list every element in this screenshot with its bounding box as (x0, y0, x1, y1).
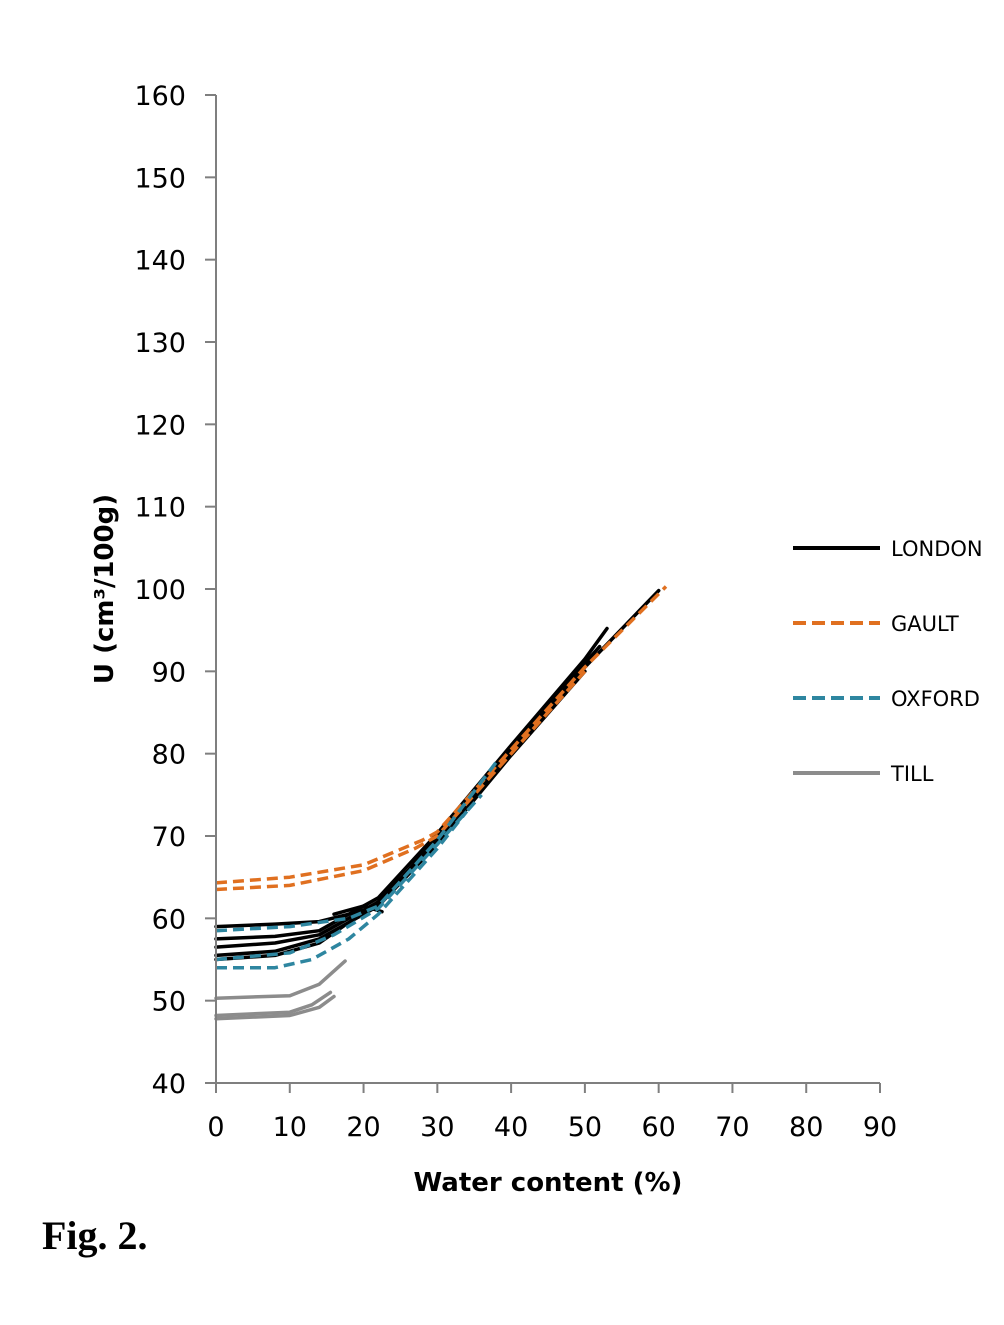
legend-label-till: TILL (890, 762, 934, 786)
series-line-oxford (215, 760, 498, 933)
x-tick-label: 0 (207, 1112, 224, 1143)
y-tick-label: 50 (152, 987, 186, 1018)
series-line-oxford (216, 810, 469, 970)
x-tick-label: 90 (863, 1112, 897, 1143)
series-line-london (214, 681, 572, 962)
x-tick-label: 20 (346, 1112, 380, 1143)
x-tick-label: 60 (641, 1112, 675, 1143)
y-tick-label: 150 (134, 163, 186, 194)
y-tick-label: 90 (152, 657, 186, 688)
series-oxford (215, 760, 498, 970)
figure-caption: Fig. 2. (42, 1213, 148, 1258)
y-tick-label: 130 (134, 328, 186, 359)
y-tick-label: 160 (134, 81, 186, 112)
series-till (214, 959, 347, 1021)
series-line-gault (215, 670, 587, 892)
x-tick-label: 30 (420, 1112, 454, 1143)
legend-label-oxford: OXFORD (891, 687, 980, 711)
series-gault (215, 585, 668, 892)
series-layer (214, 585, 668, 1021)
series-line-till (214, 994, 336, 1021)
legend-label-london: LONDON (891, 537, 983, 561)
series-london (214, 588, 661, 962)
series-line-london (214, 626, 609, 929)
x-tick-label: 10 (273, 1112, 307, 1143)
x-tick-label: 80 (789, 1112, 823, 1143)
series-line-london (214, 644, 602, 941)
x-axis-title: Water content (%) (414, 1168, 683, 1198)
y-tick-label: 60 (152, 904, 186, 935)
y-tick-label: 100 (134, 575, 186, 606)
legend: LONDON GAULT OXFORD TILL (793, 537, 983, 786)
y-tick-label: 120 (134, 410, 186, 441)
legend-label-gault: GAULT (891, 612, 959, 636)
x-tick-label: 70 (715, 1112, 749, 1143)
y-axis-ticks: 40 50 60 70 80 90 100 110 120 130 140 150 160 (134, 81, 216, 1100)
y-tick-label: 140 (134, 246, 186, 277)
series-line-gault (215, 585, 668, 885)
x-axis-ticks: 0 10 20 30 40 50 60 70 80 90 (207, 1083, 897, 1143)
series-line-till (214, 959, 347, 1000)
y-tick-label: 110 (134, 493, 186, 524)
series-line-london (214, 669, 587, 958)
y-tick-label: 80 (152, 740, 186, 771)
x-tick-label: 40 (494, 1112, 528, 1143)
y-tick-label: 40 (152, 1069, 186, 1100)
series-line-london (214, 588, 661, 949)
y-axis-title: U (cm³/100g) (90, 494, 120, 684)
x-tick-label: 50 (568, 1112, 602, 1143)
series-line-oxford (215, 793, 483, 962)
y-tick-label: 70 (152, 822, 186, 853)
series-line-till (214, 990, 333, 1018)
